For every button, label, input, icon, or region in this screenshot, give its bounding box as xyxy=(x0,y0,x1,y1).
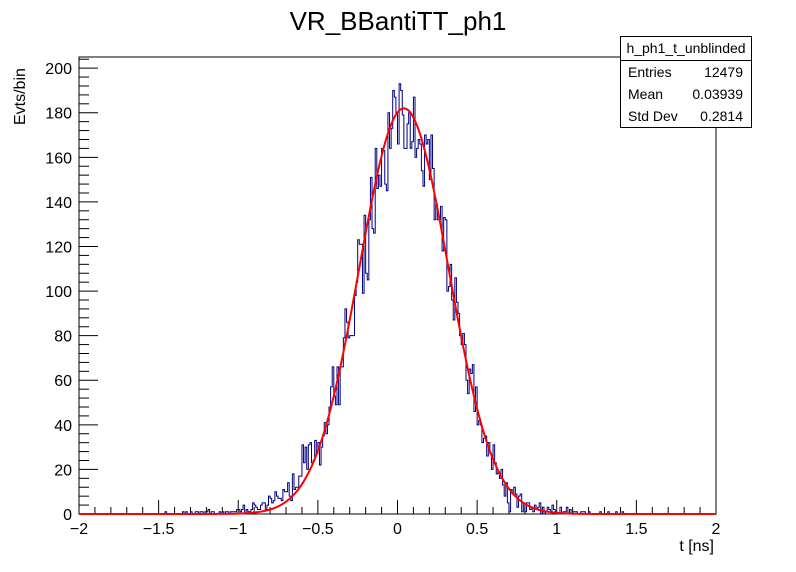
x-tick-label: −0.5 xyxy=(302,521,334,538)
x-tick-label: −1.5 xyxy=(143,521,175,538)
stats-row-stddev: Std Dev 0.2814 xyxy=(621,105,751,127)
stats-value: 0.03939 xyxy=(692,86,743,102)
y-tick-label: 140 xyxy=(45,195,72,212)
x-tick-label: 0 xyxy=(393,521,402,538)
y-tick-label: 180 xyxy=(45,106,72,123)
y-tick-label: 80 xyxy=(54,329,72,346)
stats-title: h_ph1_t_unblinded xyxy=(621,37,751,61)
x-tick-label: 2 xyxy=(712,521,721,538)
x-axis-label: t [ns] xyxy=(679,538,714,555)
y-tick-label: 20 xyxy=(54,462,72,479)
stats-label: Mean xyxy=(628,86,664,102)
stats-value: 12479 xyxy=(704,64,743,80)
y-tick-label: 100 xyxy=(45,284,72,301)
stats-value: 0.2814 xyxy=(700,108,743,124)
y-tick-label: 160 xyxy=(45,150,72,167)
x-tick-label: 0.5 xyxy=(466,521,488,538)
y-tick-label: 200 xyxy=(45,61,72,78)
y-tick-label: 0 xyxy=(63,507,72,524)
x-tick-label: −1 xyxy=(229,521,247,538)
x-tick-label: 1.5 xyxy=(625,521,647,538)
y-tick-label: 120 xyxy=(45,239,72,256)
stats-box: h_ph1_t_unblinded Entries 12479 Mean 0.0… xyxy=(620,36,752,128)
stats-row-entries: Entries 12479 xyxy=(621,61,751,83)
stats-label: Entries xyxy=(628,64,672,80)
y-tick-label: 60 xyxy=(54,373,72,390)
stats-label: Std Dev xyxy=(628,108,678,124)
x-tick-label: 1 xyxy=(552,521,561,538)
y-tick-label: 40 xyxy=(54,418,72,435)
stats-row-mean: Mean 0.03939 xyxy=(621,83,751,105)
x-tick-label: −2 xyxy=(70,521,88,538)
fit-curve xyxy=(79,107,716,515)
chart-title: VR_BBantiTT_ph1 xyxy=(289,6,507,36)
histogram-series xyxy=(79,83,716,515)
